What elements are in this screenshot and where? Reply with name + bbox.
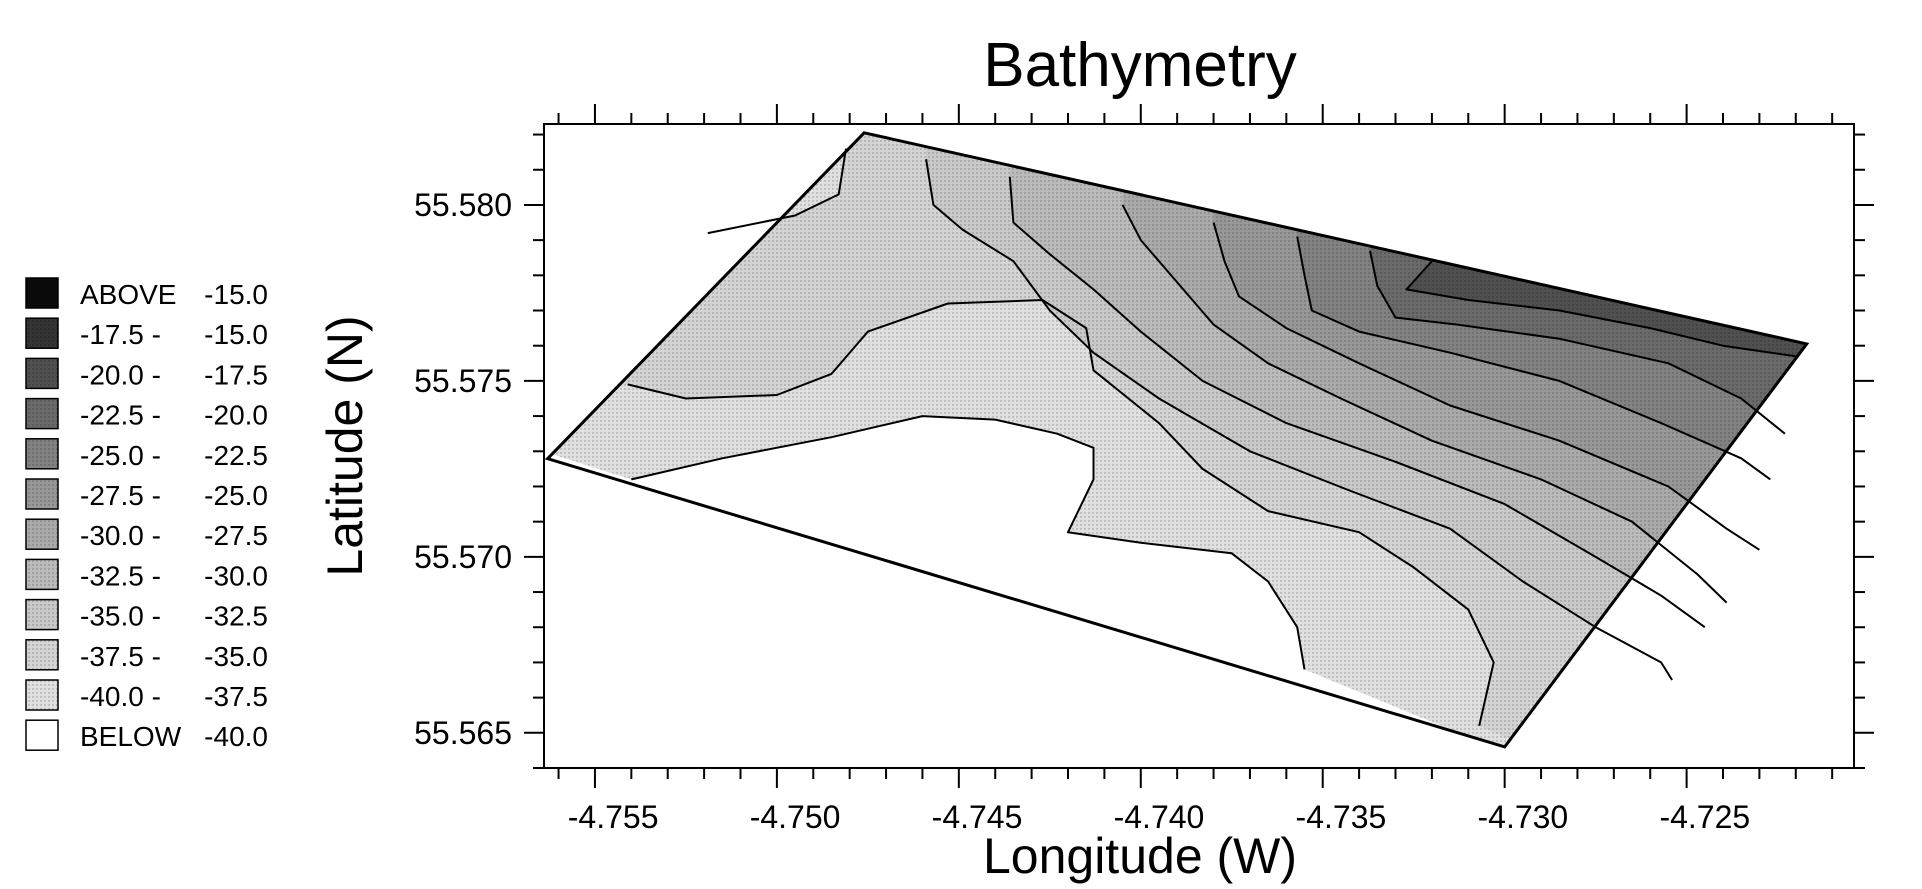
legend-low: -35.0 - [80, 601, 161, 632]
legend-high: -15.0 [204, 279, 268, 310]
contour-lines [627, 148, 1796, 727]
x-tick-label: -4.755 [568, 799, 659, 835]
contour-line [1121, 204, 1728, 604]
legend-item: -30.0 - -27.5 [25, 518, 268, 551]
x-tick-label: -4.740 [1114, 799, 1205, 835]
legend: ABOVE -15.0 -17.5 - -15.0 -20.0 - -17.5 -22.5 … [25, 277, 268, 752]
contour-line [1296, 236, 1771, 481]
legend-low: -25.0 - [80, 440, 161, 471]
legend-swatch [25, 397, 59, 430]
legend-item: ABOVE -15.0 [25, 277, 268, 310]
legend-low: -32.5 - [80, 560, 161, 591]
legend-high: -37.5 [204, 681, 268, 712]
y-tick-label: 55.565 [414, 715, 512, 751]
legend-swatch [25, 317, 59, 349]
legend-low: -22.5 - [80, 400, 161, 431]
contour-line [1008, 176, 1706, 629]
x-tick-label: -4.745 [932, 799, 1023, 835]
legend-high: -32.5 [204, 601, 268, 632]
x-tick-label: -4.750 [750, 799, 841, 835]
x-tick-label: -4.725 [1659, 799, 1750, 835]
legend-high: -27.5 [204, 520, 268, 551]
legend-swatch [25, 357, 59, 390]
plot-frame [543, 123, 1855, 769]
legend-item: -27.5 - -25.0 [25, 478, 268, 511]
legend-high: -20.0 [204, 400, 268, 431]
legend-item: -20.0 - -17.5 [25, 357, 268, 390]
legend-low: BELOW [80, 721, 182, 752]
legend-item: BELOW -40.0 [25, 719, 268, 752]
legend-low: -20.0 - [80, 359, 161, 390]
legend-high: -35.0 [204, 641, 268, 672]
contour-line [1212, 222, 1760, 551]
legend-swatch [25, 639, 59, 671]
survey-boundary [544, 131, 1810, 749]
legend-swatch [25, 518, 59, 550]
y-tick-label: 55.575 [414, 363, 512, 399]
chart-title: Bathymetry [983, 31, 1297, 100]
legend-swatch [25, 478, 59, 510]
legend-swatch [25, 277, 59, 309]
legend-high: -15.0 [204, 319, 268, 350]
legend-high: -22.5 [204, 440, 268, 471]
legend-swatch [25, 679, 59, 711]
contour-line [1369, 250, 1786, 435]
legend-low: -37.5 - [80, 641, 161, 672]
legend-item: -35.0 - -32.5 [25, 598, 268, 632]
contour-line [925, 159, 1673, 681]
contour-line [707, 148, 847, 235]
legend-item: -32.5 - -30.0 [25, 558, 268, 591]
legend-item: -25.0 - -22.5 [25, 438, 268, 471]
y-tick-label: 55.570 [414, 539, 512, 575]
legend-high: -25.0 [204, 480, 268, 511]
x-tick-label: -4.730 [1477, 799, 1568, 835]
x-tick-label: -4.735 [1296, 799, 1387, 835]
legend-high: -17.5 [204, 359, 268, 390]
contour-fills [547, 132, 1807, 747]
legend-swatch [25, 598, 59, 631]
legend-swatch [25, 719, 59, 751]
legend-high: -40.0 [204, 721, 268, 752]
plot-area [544, 131, 1810, 749]
contour-line [1405, 260, 1796, 358]
legend-low: -27.5 - [80, 480, 161, 511]
x-axis-label: Longitude (W) [983, 828, 1297, 884]
legend-low: -30.0 - [80, 520, 161, 551]
y-tick-labels: 55.565 55.570 55.575 55.580 [414, 187, 512, 751]
y-axis-label: Latitude (N) [317, 315, 373, 576]
contour-line [627, 299, 1495, 727]
y-tick-label: 55.580 [414, 187, 512, 223]
x-tick-labels: -4.755 -4.750 -4.745 -4.740 -4.735 -4.730 -4.7… [568, 799, 1750, 835]
legend-low: -40.0 - [80, 681, 161, 712]
legend-swatch [25, 558, 59, 591]
legend-item: -22.5 - -20.0 [25, 397, 268, 431]
legend-swatch [25, 438, 59, 470]
legend-item: -17.5 - -15.0 [25, 317, 268, 350]
legend-high: -30.0 [204, 560, 268, 591]
legend-low: -17.5 - [80, 319, 161, 350]
axis-ticks [524, 104, 1874, 788]
legend-item: -40.0 - -37.5 [25, 679, 268, 712]
contour-line [631, 415, 1306, 670]
legend-item: -37.5 - -35.0 [25, 639, 268, 672]
legend-low: ABOVE [80, 279, 176, 310]
